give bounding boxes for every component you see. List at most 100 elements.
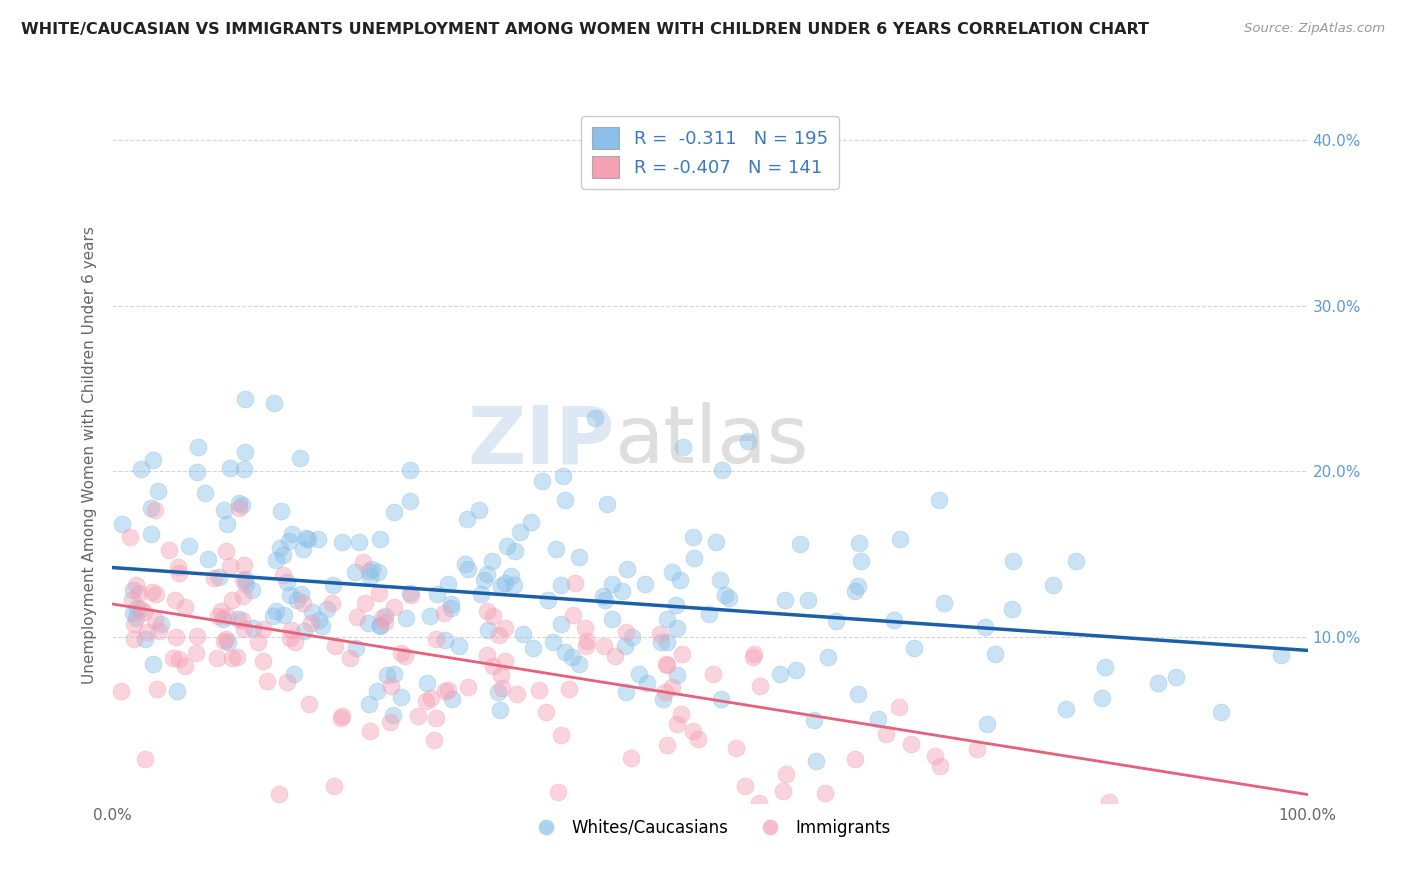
Point — [322, 578, 344, 592]
Point — [499, 569, 522, 583]
Point — [503, 578, 526, 592]
Point — [610, 584, 633, 599]
Point — [709, 691, 731, 706]
Point — [219, 558, 242, 573]
Point — [380, 680, 402, 694]
Point — [699, 607, 721, 621]
Point — [447, 639, 470, 653]
Point — [650, 635, 672, 649]
Point — [551, 468, 574, 483]
Point — [139, 527, 162, 541]
Point — [359, 723, 381, 738]
Point — [301, 606, 323, 620]
Point — [976, 717, 998, 731]
Point — [665, 667, 688, 681]
Point — [541, 634, 564, 648]
Point — [557, 682, 579, 697]
Point — [683, 551, 706, 566]
Point — [928, 492, 950, 507]
Point — [536, 593, 558, 607]
Point — [233, 572, 256, 586]
Point — [654, 657, 676, 672]
Point — [530, 475, 553, 489]
Point — [162, 650, 184, 665]
Point — [359, 564, 381, 578]
Point — [419, 608, 441, 623]
Point — [357, 698, 380, 712]
Point — [457, 562, 479, 576]
Point — [602, 612, 624, 626]
Point — [290, 451, 312, 466]
Point — [817, 649, 839, 664]
Point — [344, 565, 367, 579]
Point — [273, 608, 295, 623]
Point — [621, 630, 644, 644]
Point — [806, 754, 828, 768]
Point — [262, 608, 284, 623]
Point — [1091, 691, 1114, 706]
Y-axis label: Unemployment Among Women with Children Under 6 years: Unemployment Among Women with Children U… — [82, 226, 97, 684]
Point — [416, 676, 439, 690]
Point — [215, 632, 238, 647]
Point — [596, 497, 619, 511]
Point — [143, 613, 166, 627]
Point — [240, 582, 263, 597]
Point — [772, 784, 794, 798]
Point — [202, 571, 225, 585]
Point — [475, 566, 498, 581]
Point — [307, 532, 329, 546]
Point — [134, 752, 156, 766]
Point — [128, 585, 150, 599]
Point — [554, 493, 576, 508]
Point — [748, 796, 770, 810]
Point — [231, 498, 253, 512]
Point — [283, 667, 305, 681]
Point — [749, 679, 772, 693]
Point — [477, 604, 499, 618]
Point — [352, 555, 374, 569]
Point — [278, 588, 301, 602]
Point — [368, 586, 391, 600]
Point — [167, 651, 190, 665]
Point — [375, 668, 398, 682]
Point — [266, 604, 288, 618]
Point — [844, 751, 866, 765]
Point — [603, 648, 626, 663]
Point — [292, 624, 315, 639]
Point — [554, 645, 576, 659]
Point — [399, 493, 422, 508]
Point — [315, 602, 337, 616]
Point — [928, 759, 950, 773]
Point — [321, 596, 343, 610]
Point — [359, 570, 381, 584]
Point — [280, 624, 302, 638]
Point — [145, 681, 167, 696]
Point — [298, 697, 321, 711]
Point — [110, 683, 132, 698]
Point — [394, 649, 416, 664]
Point — [368, 532, 391, 546]
Point — [669, 706, 692, 721]
Point — [472, 574, 495, 588]
Point — [704, 534, 727, 549]
Point — [135, 625, 157, 640]
Point — [121, 583, 143, 598]
Point — [441, 692, 464, 706]
Point — [709, 573, 731, 587]
Point — [146, 483, 169, 498]
Text: Source: ZipAtlas.com: Source: ZipAtlas.com — [1244, 22, 1385, 36]
Point — [1001, 601, 1024, 615]
Point — [655, 738, 678, 752]
Point — [475, 648, 498, 663]
Point — [399, 588, 422, 602]
Point — [389, 690, 412, 704]
Point — [197, 551, 219, 566]
Point — [174, 658, 197, 673]
Point — [440, 597, 463, 611]
Point — [648, 627, 671, 641]
Point — [496, 539, 519, 553]
Point — [232, 573, 254, 587]
Point — [382, 505, 405, 519]
Point — [221, 593, 243, 607]
Point — [166, 683, 188, 698]
